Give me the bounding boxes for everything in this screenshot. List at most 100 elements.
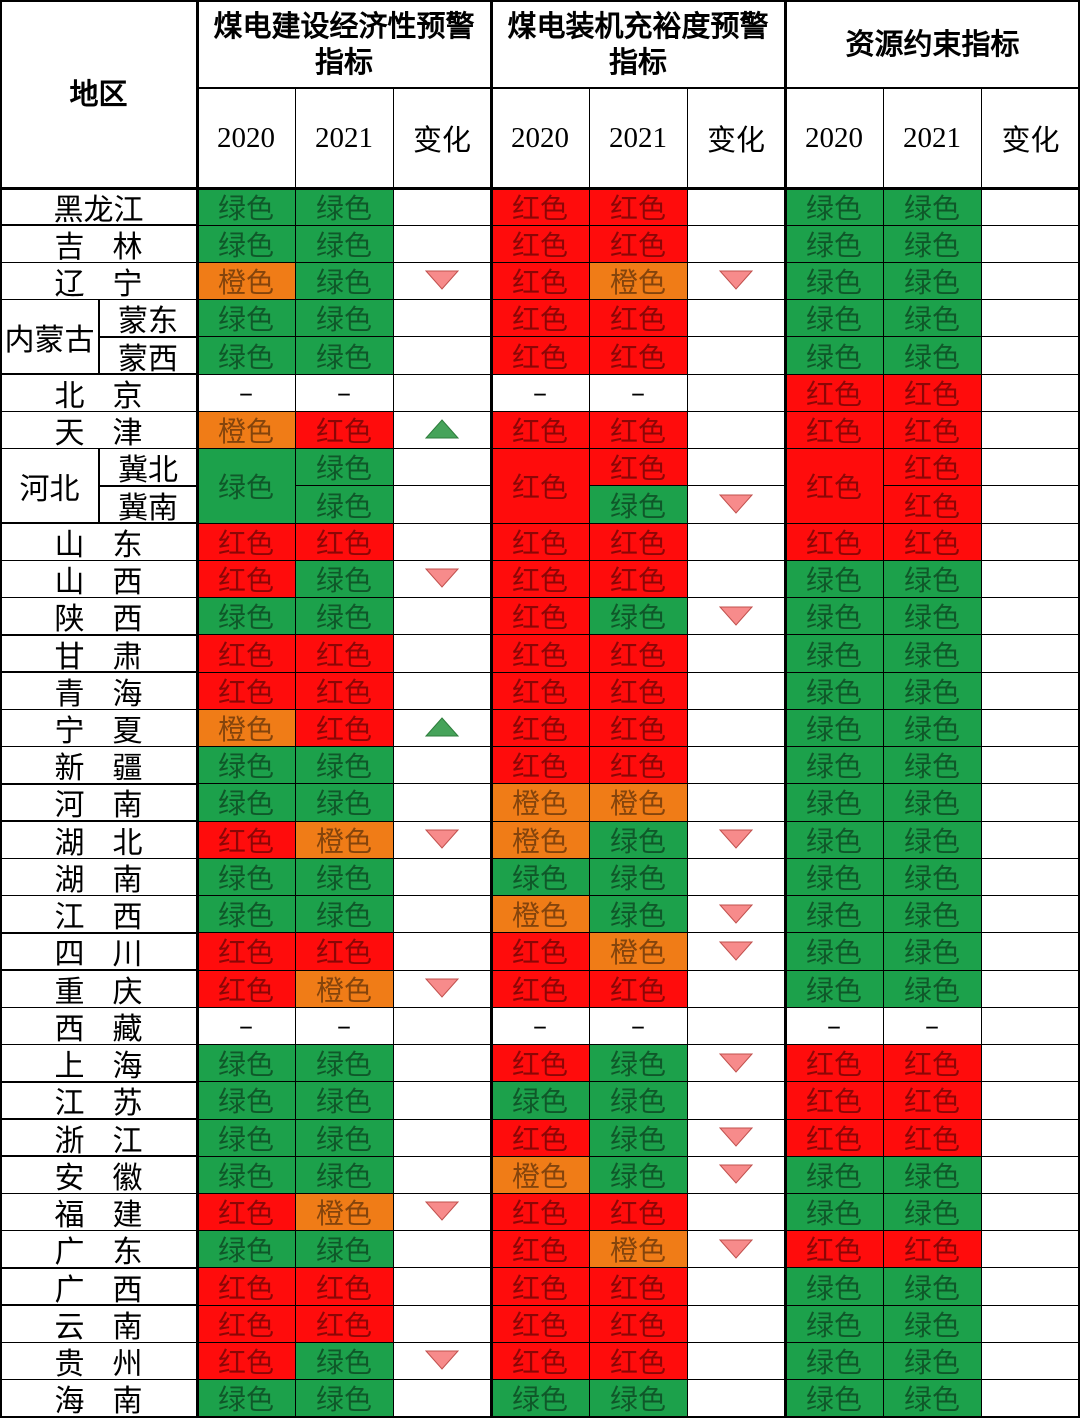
change-cell bbox=[687, 1380, 785, 1417]
grid-line bbox=[589, 1230, 687, 1232]
grid-line bbox=[393, 224, 491, 226]
change-cell bbox=[981, 225, 1080, 262]
status-cell: 红色 bbox=[295, 672, 393, 710]
grid-line bbox=[589, 448, 687, 450]
grid-line bbox=[981, 783, 1080, 785]
grid-line bbox=[981, 857, 1080, 859]
status-cell: 绿色 bbox=[197, 448, 295, 524]
status-cell: 绿色 bbox=[785, 262, 883, 300]
status-cell: 绿色 bbox=[589, 821, 687, 859]
grid-line bbox=[883, 559, 981, 561]
change-down-icon bbox=[687, 486, 785, 523]
subheader-res-change: 变化 bbox=[1001, 123, 1060, 157]
grid-line bbox=[981, 969, 1080, 971]
change-down-icon bbox=[687, 821, 785, 858]
status-cell: 橙色 bbox=[589, 1230, 687, 1268]
grid-line bbox=[687, 1379, 785, 1381]
status-cell: 绿色 bbox=[295, 225, 393, 263]
grid-line bbox=[883, 746, 981, 748]
status-cell: 红色 bbox=[197, 560, 295, 598]
status-cell: 红色 bbox=[785, 523, 883, 561]
grid-line bbox=[589, 895, 687, 897]
status-cell: 红色 bbox=[589, 746, 687, 784]
grid-line bbox=[785, 597, 883, 599]
status-cell: 绿色 bbox=[883, 188, 981, 226]
status-cell: – bbox=[491, 374, 589, 412]
grid-line bbox=[0, 894, 197, 897]
grid-line bbox=[491, 522, 589, 524]
grid-line bbox=[883, 1118, 981, 1120]
status-cell: 红色 bbox=[589, 188, 687, 226]
grid-line bbox=[295, 299, 393, 301]
grid-line bbox=[491, 299, 589, 301]
status-cell: 绿色 bbox=[785, 336, 883, 375]
status-cell: 红色 bbox=[589, 523, 687, 561]
grid-line bbox=[0, 745, 197, 748]
status-cell: 红色 bbox=[589, 1305, 687, 1343]
grid-line bbox=[0, 0, 1080, 2]
grid-line bbox=[687, 1230, 785, 1232]
grid-line bbox=[0, 634, 197, 636]
status-cell: 绿色 bbox=[295, 1156, 393, 1194]
grid-line bbox=[687, 1192, 785, 1194]
grid-line bbox=[589, 969, 687, 971]
change-cell bbox=[981, 598, 1080, 635]
status-cell: 绿色 bbox=[883, 821, 981, 859]
grid-line bbox=[883, 857, 981, 859]
region-label: 四川 bbox=[54, 937, 171, 971]
change-down-icon bbox=[687, 1119, 785, 1156]
grid-line bbox=[491, 261, 589, 263]
grid-line bbox=[0, 596, 197, 599]
status-cell: 绿色 bbox=[883, 895, 981, 933]
status-cell: 红色 bbox=[589, 709, 687, 747]
grid-line bbox=[99, 485, 197, 487]
grid-line bbox=[687, 1006, 785, 1008]
change-up-icon bbox=[393, 411, 491, 448]
grid-line bbox=[785, 1081, 883, 1083]
grid-line bbox=[589, 1192, 687, 1194]
grid-line bbox=[687, 373, 785, 375]
status-cell: 红色 bbox=[295, 634, 393, 673]
status-cell: 绿色 bbox=[295, 1044, 393, 1082]
subheader-econ-2020: 2020 bbox=[217, 121, 275, 154]
status-cell: – bbox=[295, 374, 393, 412]
status-cell: 绿色 bbox=[785, 895, 883, 933]
region-sub-label: 冀北 bbox=[118, 453, 178, 486]
grid-line bbox=[589, 261, 687, 263]
grid-line bbox=[98, 299, 100, 375]
grid-line bbox=[197, 708, 295, 710]
status-cell: 绿色 bbox=[785, 858, 883, 896]
grid-line bbox=[197, 336, 295, 338]
status-cell: 绿色 bbox=[785, 597, 883, 635]
status-cell: 绿色 bbox=[883, 1342, 981, 1380]
region-sub-label: 蒙东 bbox=[118, 304, 178, 337]
change-cell bbox=[393, 1045, 491, 1082]
grid-line bbox=[0, 1155, 197, 1157]
status-cell: 绿色 bbox=[883, 225, 981, 263]
grid-line bbox=[785, 1006, 883, 1008]
change-down-icon bbox=[393, 1342, 491, 1379]
change-cell bbox=[393, 784, 491, 821]
grid-line bbox=[197, 1044, 295, 1046]
status-cell: 红色 bbox=[295, 523, 393, 561]
status-cell: 红色 bbox=[883, 448, 981, 486]
change-cell bbox=[393, 1380, 491, 1417]
change-cell bbox=[981, 1007, 1080, 1044]
status-cell: 红色 bbox=[197, 821, 295, 859]
change-cell bbox=[981, 300, 1080, 337]
status-cell: – bbox=[883, 1007, 981, 1045]
status-cell: 绿色 bbox=[883, 709, 981, 747]
change-cell bbox=[393, 486, 491, 523]
grid-line bbox=[981, 634, 1080, 636]
status-cell: 绿色 bbox=[197, 1119, 295, 1157]
grid-line bbox=[491, 895, 589, 897]
change-down-icon bbox=[393, 560, 491, 597]
grid-line bbox=[981, 1006, 1080, 1008]
change-cell bbox=[393, 337, 491, 374]
status-cell: 红色 bbox=[589, 1342, 687, 1380]
status-cell: 橙色 bbox=[491, 821, 589, 859]
grid-line bbox=[883, 1267, 981, 1269]
status-cell: 绿色 bbox=[295, 1342, 393, 1380]
grid-line bbox=[393, 746, 491, 748]
grid-line bbox=[687, 1081, 785, 1083]
